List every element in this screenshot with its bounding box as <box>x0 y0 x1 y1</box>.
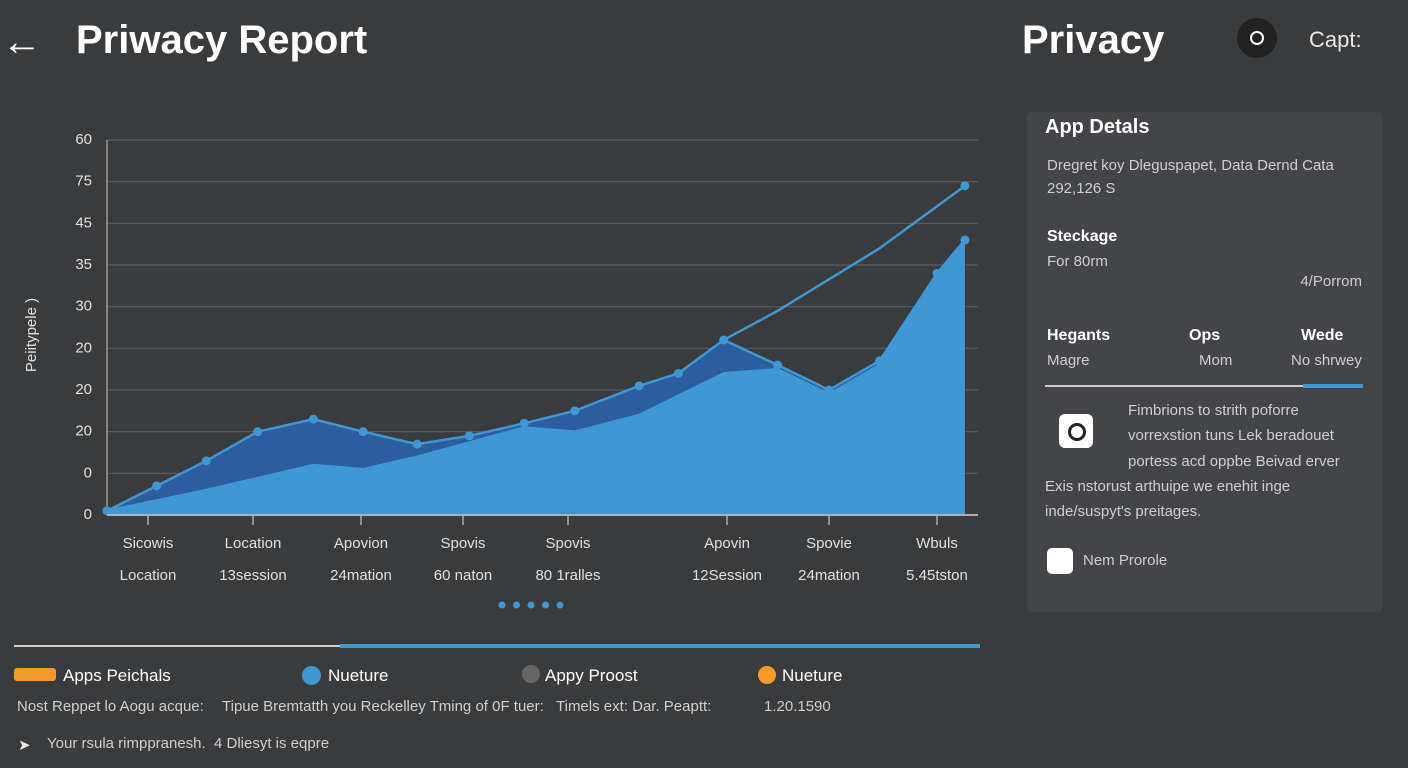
col-value: Magre <box>1047 352 1090 369</box>
right-title: Privacy <box>1022 18 1165 62</box>
footnote: Your rsula rimppranesh. <box>47 735 206 752</box>
page-dot <box>542 601 549 609</box>
col-head: Ops <box>1189 327 1221 344</box>
capt-label[interactable]: Capt: <box>1309 27 1362 52</box>
panel-text: 4/Porrom <box>1300 273 1362 290</box>
x-tick-label: Sicowis <box>123 535 174 552</box>
action-icon[interactable] <box>1047 548 1073 574</box>
x-sublabel: 24mation <box>798 567 860 584</box>
page-dot <box>527 601 535 609</box>
point <box>634 381 644 391</box>
x-sublabel: 80 1ralles <box>535 567 600 584</box>
back-arrow[interactable]: ← <box>2 20 42 64</box>
point <box>519 418 529 428</box>
y-tick-label: 30 <box>75 298 92 315</box>
x-sublabel: 5.45tston <box>906 567 968 584</box>
point <box>673 368 683 378</box>
footnote: Timels ext: Dar. Peaptt: <box>556 698 712 715</box>
footnote: 1.20.1590 <box>764 698 831 715</box>
page-dot <box>513 601 520 609</box>
point <box>201 456 211 466</box>
x-tick-label: Spovis <box>440 535 485 552</box>
action[interactable]: Nem Prorole <box>1083 552 1168 569</box>
y-tick-label: 20 <box>75 381 92 398</box>
legend-swatch <box>522 665 540 683</box>
legend-swatch <box>758 666 776 684</box>
col-value: No shrwey <box>1291 352 1362 369</box>
point <box>773 360 783 370</box>
point <box>412 439 422 449</box>
x-tick-label: Spovis <box>545 535 590 552</box>
point <box>358 427 368 437</box>
x-tick-label: Spovie <box>806 535 852 552</box>
settings-icon[interactable] <box>1237 18 1277 58</box>
footnote: Nost Reppet lo Aogu acque: <box>17 698 204 715</box>
panel-title: App Detals <box>1045 116 1150 138</box>
y-axis-label: Peiitypele ) <box>23 298 40 372</box>
col-head: Wede <box>1301 327 1344 344</box>
panel-text: For 80rm <box>1047 253 1108 270</box>
point <box>308 414 318 424</box>
x-sublabel: Location <box>120 567 177 584</box>
page-dot <box>556 601 564 609</box>
desc: Fimbrions to strith poforre <box>1128 402 1299 419</box>
point <box>152 481 162 491</box>
section-title: Steckage <box>1047 228 1118 245</box>
y-tick-label: 0 <box>84 464 92 481</box>
point <box>570 406 580 416</box>
x-sublabel: 24mation <box>330 567 392 584</box>
col-value: Mom <box>1199 352 1233 369</box>
desc: inde/suspyt's preitages. <box>1045 503 1202 520</box>
page-dot <box>498 601 506 609</box>
x-tick-label: Apovion <box>334 535 388 552</box>
series-line <box>106 239 966 513</box>
x-tick-label: Location <box>225 535 282 552</box>
legend-item: Apps Peichals <box>63 666 171 685</box>
point <box>253 427 263 437</box>
x-sublabel: 12Session <box>692 567 762 584</box>
x-tick-label: Wbuls <box>916 535 958 552</box>
desc: vorrexstion tuns Lek beradouet <box>1128 427 1334 444</box>
area <box>107 240 965 515</box>
footnote: 4 Dliesyt is eqpre <box>214 735 330 752</box>
x-tick-label: Apovin <box>704 535 750 552</box>
y-tick-label: 60 <box>75 131 92 148</box>
divider-accent <box>1303 384 1363 388</box>
page-title: Priwacy Report <box>76 18 368 62</box>
series-line <box>106 239 966 512</box>
footnote: Tipue Bremtatth you Reckelley Tming of 0… <box>222 698 544 715</box>
y-tick-label: 35 <box>75 256 92 273</box>
point <box>960 181 970 191</box>
x-sublabel: 60 naton <box>434 567 492 584</box>
y-tick-label: 20 <box>75 339 92 356</box>
divider <box>1045 385 1305 387</box>
app-icon <box>1059 414 1093 448</box>
y-tick-label: 75 <box>75 173 92 190</box>
y-tick-label: 45 <box>75 214 92 231</box>
legend-item: Appy Proost <box>545 666 638 685</box>
point <box>464 431 474 441</box>
x-sublabel: 13session <box>219 567 287 584</box>
desc: Exis nstorust arthuipe we enehit inge <box>1045 478 1291 495</box>
desc: portess acd oppbe Beivad erver <box>1128 453 1340 470</box>
y-tick-label: 20 <box>75 423 92 440</box>
legend-item: Nueture <box>328 666 389 685</box>
series-line <box>723 184 966 342</box>
legend-swatch <box>14 668 56 681</box>
legend-item: Nueture <box>782 666 843 685</box>
panel-text: 292,126 S <box>1047 180 1116 197</box>
col-head: Hegants <box>1047 327 1111 344</box>
details-panel: App Detals Dregret koy Dleguspapet, Data… <box>1027 112 1382 612</box>
y-tick-label: 0 <box>84 506 92 523</box>
panel-text: Dregret koy Dleguspapet, Data Dernd Cata <box>1047 157 1334 174</box>
bird-icon: ➤ <box>18 737 31 754</box>
legend-swatch <box>302 666 321 685</box>
